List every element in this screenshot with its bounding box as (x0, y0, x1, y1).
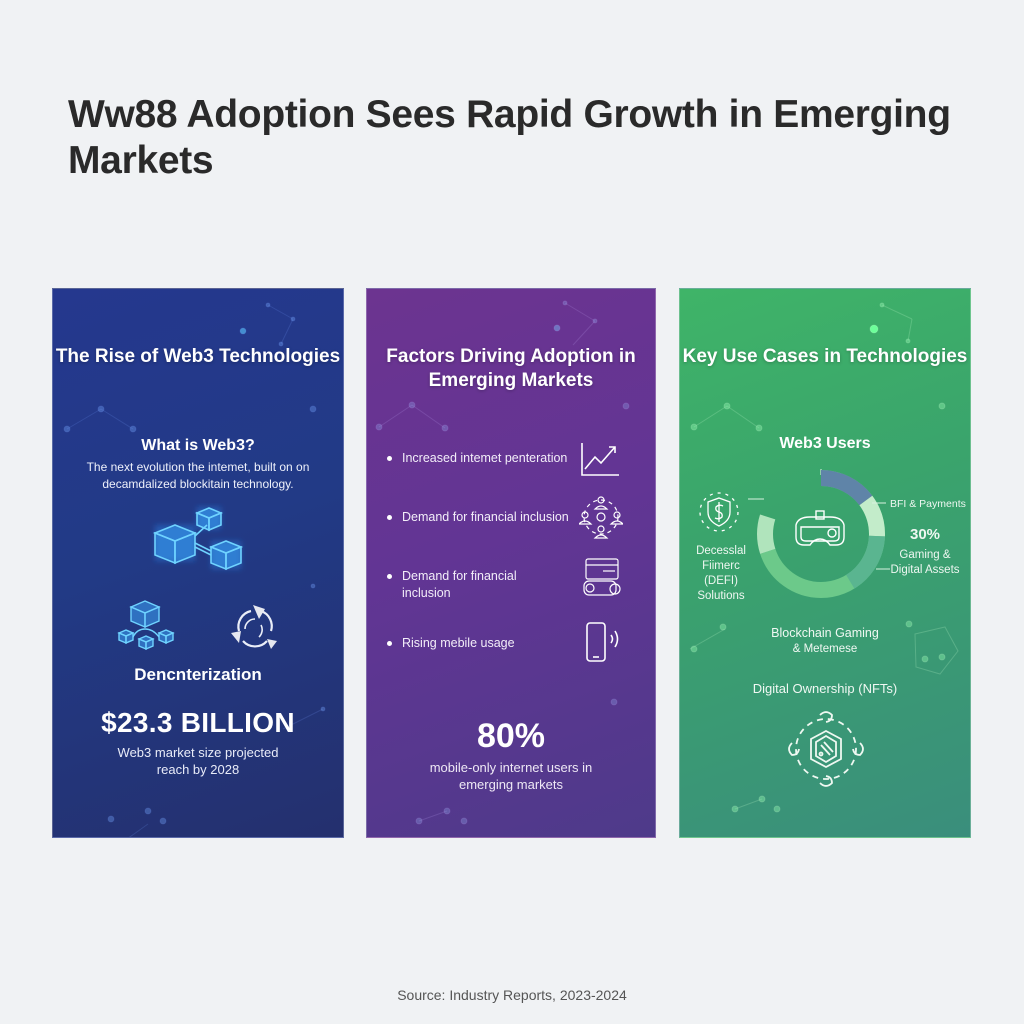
factor-item: Demand for financial inclusion (387, 509, 569, 526)
page-title: Ww88 Adoption Sees Rapid Growth in Emerg… (68, 93, 951, 182)
payment-card-icon (583, 558, 621, 596)
mobile-users-stat: 80% (476, 717, 546, 755)
nft-label: Digital Ownership (NFTs) (752, 681, 898, 696)
growth-chart-icon (581, 443, 619, 476)
web3-panel-title: The Rise of Web3 Technologies (55, 346, 341, 367)
shield-dollar-icon (699, 492, 739, 532)
market-size-stat: $23.3 BILLION (101, 707, 295, 738)
factor-item: Increased intemet penteration (387, 450, 567, 467)
source-caption: Source: Industry Reports, 2023-2024 (397, 987, 627, 1003)
factor-item: Demand for financial inclusion (387, 568, 552, 602)
factor-item: Rising mebile usage (387, 635, 515, 652)
gaming-assets-label: Gaming & Digital Assets (890, 549, 960, 576)
factor-label: Rising mebile usage (402, 636, 515, 650)
bullet-icon (387, 574, 392, 579)
decentralization-label: Dencnterization (134, 665, 262, 684)
web3-panel: The Rise of Web3 Technologies What is We… (52, 288, 344, 838)
mobile-phone-icon (586, 622, 619, 662)
use-cases-panel: Key Use Cases in Technologies Web3 Users (679, 288, 971, 838)
mobile-users-description: mobile-only internet users in emerging m… (429, 760, 593, 792)
payments-label: BFI & Payments (890, 498, 966, 510)
factor-label: Demand for financial inclusion (402, 569, 517, 600)
decentralization-cycle-icon (231, 605, 277, 649)
use-cases-panel-title: Key Use Cases in Technologies (682, 346, 968, 367)
chart-leader-lines (748, 498, 890, 570)
community-network-icon (579, 496, 623, 539)
defi-label: Decesslal Fiimerc (DEFI) Solutions (696, 545, 746, 602)
what-is-web3-heading: What is Web3? (141, 437, 255, 454)
vr-headset-icon (795, 510, 845, 546)
gaming-percentage: 30% (909, 526, 941, 543)
nft-chain-icon (788, 711, 864, 787)
blockchain-cubes-icon (152, 507, 244, 571)
network-cubes-icon (117, 600, 175, 651)
web3-users-heading: Web3 Users (779, 435, 871, 452)
factor-label: Increased intemet penteration (402, 451, 568, 465)
bullet-icon (387, 515, 392, 520)
blockchain-gaming-label: Blockchain Gaming & Metemese (771, 626, 879, 655)
factor-label: Demand for financial inclusion (402, 510, 569, 524)
what-is-web3-description: The next evolution the intemet, built on… (86, 460, 310, 491)
market-size-description: Web3 market size projected reach by 2028 (117, 745, 279, 777)
factors-panel: Factors Driving Adoption in Emerging Mar… (366, 288, 656, 838)
bullet-icon (387, 641, 392, 646)
bullet-icon (387, 456, 392, 461)
factors-panel-title: Factors Driving Adoption in Emerging Mar… (386, 346, 636, 391)
web3-users-donut-chart (757, 469, 885, 598)
